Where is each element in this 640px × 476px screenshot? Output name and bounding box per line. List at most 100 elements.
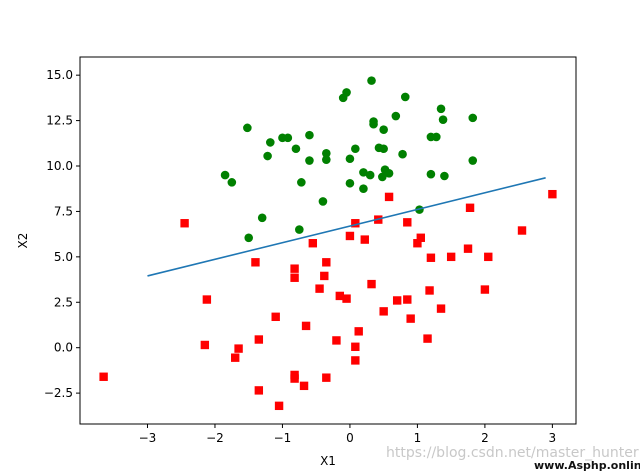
data-point-square: [416, 233, 425, 242]
data-point-circle: [391, 111, 401, 121]
data-point-square: [251, 258, 260, 267]
x-tick-label: −2: [206, 431, 224, 445]
y-axis-label: X2: [16, 233, 30, 249]
data-point-circle: [369, 117, 378, 126]
data-point-circle: [398, 149, 407, 159]
data-point-square: [290, 374, 299, 383]
plot-area: [99, 76, 557, 411]
data-point-square: [345, 231, 355, 241]
data-point-circle: [359, 184, 368, 194]
data-point-square: [342, 294, 351, 303]
data-point-square: [403, 295, 412, 304]
data-point-circle: [359, 168, 368, 177]
data-point-square: [254, 386, 264, 395]
data-point-square: [320, 271, 329, 281]
data-point-square: [202, 295, 212, 304]
data-point-square: [351, 219, 360, 228]
data-point-circle: [426, 169, 436, 179]
data-point-circle: [283, 133, 293, 143]
y-tick-label: −2.5: [44, 386, 73, 400]
x-tick-label: 3: [549, 431, 557, 445]
data-point-circle: [379, 144, 388, 154]
plot-frame: [79, 56, 577, 425]
data-point-square: [426, 253, 436, 262]
y-tick-label: 0.0: [54, 341, 73, 355]
watermark-url: https://blog.csdn.net/master_hunter: [386, 445, 639, 461]
data-point-square: [403, 218, 412, 227]
data-point-circle: [440, 171, 449, 181]
data-point-square: [332, 336, 341, 345]
y-tick-label: 15.0: [46, 68, 73, 82]
data-point-square: [200, 340, 210, 350]
x-tick-label: −1: [274, 431, 292, 445]
data-point-square: [379, 307, 388, 316]
data-point-square: [354, 327, 363, 336]
data-point-square: [290, 273, 299, 282]
data-point-circle: [365, 170, 375, 180]
data-point-square: [384, 192, 394, 202]
fit-line: [147, 177, 546, 277]
x-tick-label: 1: [414, 431, 422, 445]
data-point-square: [406, 314, 415, 323]
data-point-circle: [322, 155, 331, 164]
y-tick-label: 7.5: [54, 204, 73, 218]
data-point-circle: [263, 151, 272, 161]
data-point-square: [335, 291, 345, 301]
data-point-square: [436, 304, 446, 313]
y-tick-label: 12.5: [46, 114, 73, 128]
data-point-circle: [436, 104, 446, 114]
data-point-square: [271, 312, 280, 322]
data-point-circle: [305, 156, 314, 165]
y-tick-label: 5.0: [54, 250, 73, 264]
data-point-circle: [438, 115, 448, 124]
data-point-square: [299, 381, 309, 391]
data-point-square: [274, 401, 284, 411]
data-point-square: [517, 226, 527, 235]
data-point-circle: [291, 144, 301, 154]
data-point-square: [392, 296, 402, 305]
watermark-site: www.Asphp.online: [534, 459, 640, 472]
data-point-square: [254, 335, 264, 344]
data-point-square: [234, 344, 243, 353]
data-point-square: [423, 334, 432, 343]
x-tick-label: 2: [481, 431, 489, 445]
data-point-square: [480, 285, 490, 294]
data-point-circle: [257, 213, 267, 223]
data-point-square: [315, 284, 324, 293]
data-point-square: [463, 244, 473, 253]
data-point-square: [322, 373, 331, 382]
data-point-square: [446, 252, 456, 262]
data-point-circle: [295, 225, 304, 234]
data-point-circle: [244, 233, 254, 243]
data-point-circle: [220, 170, 230, 180]
data-point-circle: [227, 178, 237, 187]
data-point-square: [290, 264, 299, 273]
y-tick-label: 2.5: [54, 295, 73, 309]
x-tick-label: −3: [139, 431, 157, 445]
data-point-circle: [384, 168, 394, 178]
data-point-square: [425, 286, 434, 295]
data-point-circle: [345, 154, 355, 164]
data-point-square: [360, 235, 369, 244]
data-point-circle: [468, 113, 478, 123]
data-point-square: [322, 258, 331, 267]
data-point-square: [301, 321, 311, 331]
data-point-circle: [338, 93, 348, 103]
data-point-circle: [345, 178, 355, 188]
data-point-circle: [318, 197, 328, 206]
data-point-circle: [432, 132, 441, 142]
data-point-square: [180, 219, 189, 228]
axis-ticks: −3 −2 −1 0 1 2 3 −2.5 0.0 2.5 5.0 7.5 10.0 12.5 15.0: [44, 68, 556, 445]
data-point-circle: [367, 76, 376, 85]
x-tick-label: 0: [346, 431, 354, 445]
data-point-square: [465, 203, 475, 212]
y-tick-label: 10.0: [46, 159, 73, 173]
x-axis-label: X1: [320, 454, 336, 468]
data-point-square: [351, 342, 360, 351]
data-point-square: [413, 239, 422, 248]
data-point-circle: [400, 92, 410, 102]
data-point-circle: [297, 178, 306, 187]
data-point-square: [308, 239, 318, 248]
data-point-circle: [266, 138, 275, 147]
